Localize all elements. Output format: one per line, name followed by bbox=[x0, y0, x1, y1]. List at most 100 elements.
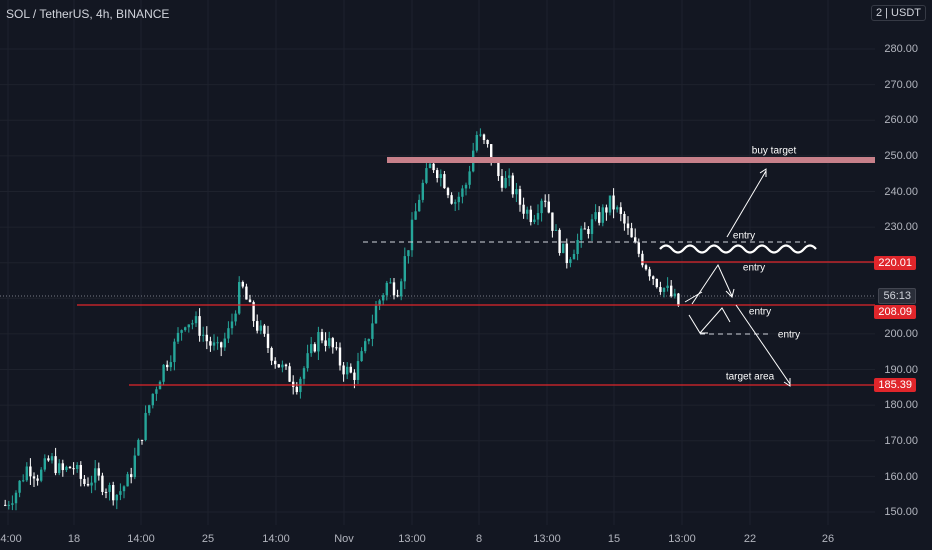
candle-body bbox=[263, 325, 266, 334]
candle-body bbox=[306, 353, 309, 369]
price-label: 250.00 bbox=[884, 150, 918, 162]
candle-body bbox=[630, 228, 633, 238]
candle-body bbox=[461, 188, 464, 197]
candle-body bbox=[414, 211, 417, 220]
candle-body bbox=[137, 439, 140, 456]
entry-label-right: entry bbox=[748, 306, 772, 318]
price-label: 240.00 bbox=[884, 186, 918, 198]
candle-body bbox=[576, 239, 579, 255]
candle-body bbox=[590, 219, 594, 234]
candle-body bbox=[83, 478, 86, 484]
currency-label: USDT bbox=[891, 7, 921, 19]
candle-body bbox=[392, 282, 396, 296]
candle-body bbox=[338, 347, 342, 366]
projection-arrows[interactable] bbox=[684, 168, 791, 387]
candle-body bbox=[97, 468, 100, 476]
candle-body bbox=[234, 313, 237, 322]
candle-body bbox=[79, 465, 82, 479]
candle-body bbox=[396, 295, 399, 297]
candle-body bbox=[104, 491, 108, 493]
level-badge-upper: 220.01 bbox=[874, 256, 916, 270]
candle-body bbox=[18, 480, 21, 493]
candle-body bbox=[547, 201, 550, 213]
candle-body bbox=[29, 466, 32, 477]
time-label: 14:00 bbox=[262, 533, 290, 545]
candle-body bbox=[418, 199, 421, 212]
symbol-title[interactable]: SOL / TetherUS, 4h, BINANCE bbox=[6, 7, 170, 21]
price-label: 280.00 bbox=[884, 43, 918, 55]
candle-body bbox=[367, 338, 370, 342]
candle-body bbox=[533, 219, 536, 223]
candle-body bbox=[349, 366, 352, 373]
candle-body bbox=[468, 171, 471, 185]
candle-body bbox=[454, 202, 457, 204]
candle-body bbox=[677, 293, 680, 306]
candle-body bbox=[4, 504, 7, 506]
candle-body bbox=[108, 485, 111, 492]
candle-body bbox=[302, 368, 306, 379]
candle-body bbox=[425, 168, 428, 183]
time-label: 8 bbox=[475, 533, 483, 545]
candle-body bbox=[400, 281, 403, 297]
candle-body bbox=[356, 361, 360, 380]
candle-body bbox=[277, 364, 280, 368]
candle-body bbox=[320, 332, 324, 341]
candle-body bbox=[659, 287, 662, 292]
candle-body bbox=[227, 328, 230, 339]
candle-body bbox=[443, 174, 446, 189]
candle-body bbox=[216, 342, 219, 344]
level-badge-mid: 208.09 bbox=[874, 305, 916, 319]
time-label: 26 bbox=[821, 533, 835, 545]
candle-body bbox=[522, 204, 525, 214]
candle-body bbox=[673, 293, 676, 297]
time-label: 14:00 bbox=[0, 533, 22, 545]
buy-target-zone[interactable] bbox=[387, 157, 875, 163]
candle-body bbox=[540, 200, 543, 214]
candle-body bbox=[580, 228, 583, 240]
entry-label-mid: entry bbox=[742, 262, 766, 274]
candle-body bbox=[86, 483, 90, 486]
candle-body bbox=[601, 207, 604, 223]
candle-body bbox=[374, 305, 378, 324]
candle-body bbox=[58, 463, 61, 474]
price-label: 160.00 bbox=[884, 471, 918, 483]
candle-body bbox=[32, 476, 36, 479]
candle-body bbox=[619, 207, 622, 214]
time-label: 13:00 bbox=[668, 533, 696, 545]
candle-body bbox=[25, 466, 28, 481]
candle-body bbox=[457, 196, 460, 203]
candle-body bbox=[198, 316, 201, 336]
candle-body bbox=[119, 491, 122, 495]
candle-body bbox=[266, 333, 270, 348]
candle-body bbox=[482, 134, 486, 141]
candle-body bbox=[486, 140, 489, 145]
candle-body bbox=[101, 475, 104, 492]
candle-body bbox=[284, 364, 288, 367]
candle-body bbox=[346, 366, 349, 375]
currency-selector[interactable]: 2 | USDT bbox=[870, 5, 926, 21]
price-label: 170.00 bbox=[884, 435, 918, 447]
candle-body bbox=[342, 365, 345, 375]
candle-body bbox=[36, 478, 39, 481]
candle-body bbox=[572, 254, 576, 260]
candle-body bbox=[187, 324, 190, 328]
entry-label-top: entry bbox=[732, 230, 756, 242]
candle-body bbox=[565, 243, 568, 264]
candle-body bbox=[475, 134, 478, 151]
wavy-entry-zone[interactable] bbox=[659, 244, 817, 254]
candle-body bbox=[526, 209, 529, 214]
candle-body bbox=[47, 458, 50, 461]
candle-body bbox=[223, 338, 226, 348]
candle-body bbox=[637, 242, 640, 254]
candle-body bbox=[259, 325, 262, 331]
candle-body bbox=[407, 250, 410, 257]
candle-body bbox=[14, 492, 18, 504]
candle-body bbox=[670, 285, 673, 297]
candle-body bbox=[648, 269, 651, 277]
level-badge-lower: 185.39 bbox=[874, 378, 916, 392]
candle-body bbox=[371, 323, 374, 339]
candle-body bbox=[180, 330, 183, 333]
candle-body bbox=[544, 200, 547, 202]
candle-body bbox=[65, 466, 68, 471]
